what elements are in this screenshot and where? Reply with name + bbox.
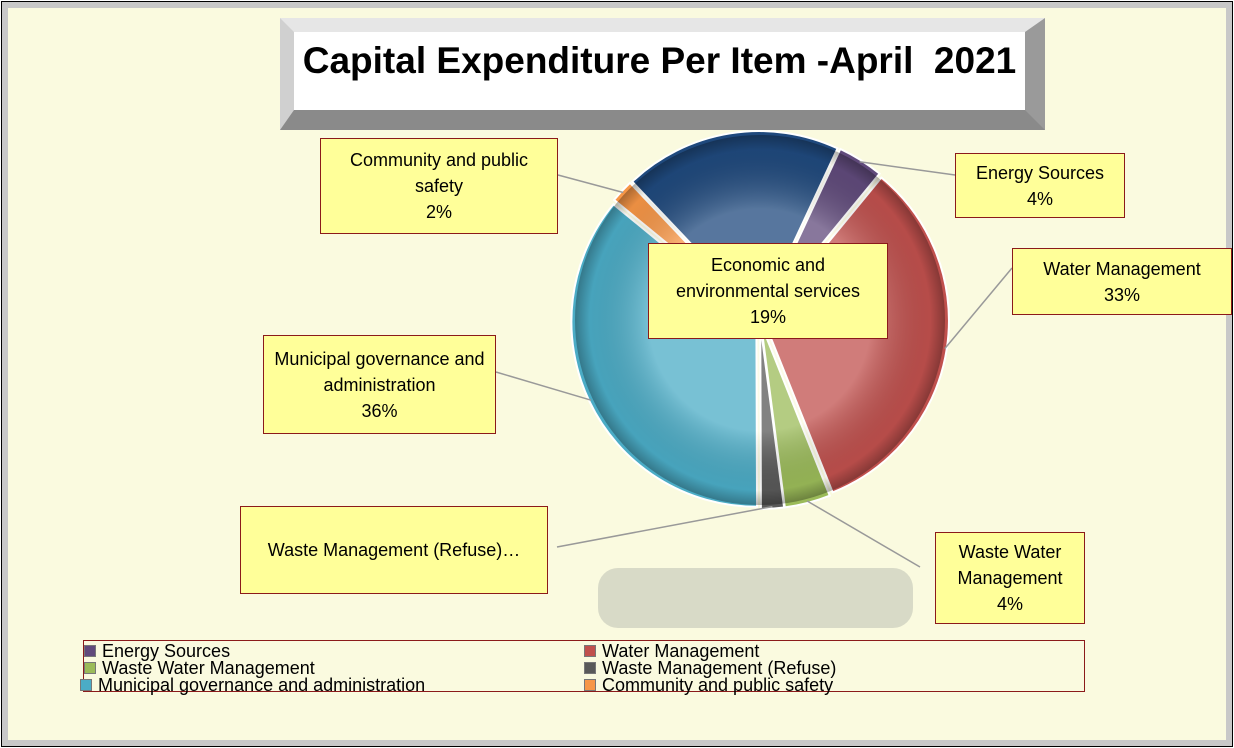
legend-swatch [80,679,92,691]
legend-text: Municipal governance and administration [98,675,426,695]
data-label: Economic and environmental services 19% [648,243,888,339]
label-value: 4% [1026,188,1053,209]
data-label: Water Management 33% [1012,248,1232,315]
legend-text: Community and public safety [602,675,834,695]
label-name: Waste Water Management [957,542,1063,588]
leader-lines [495,161,1013,568]
leader-line [556,505,773,548]
legend-text: Water Management [602,641,760,661]
legend-text: Waste Water Management [102,658,315,678]
leader-line [495,371,592,401]
label-name: Community and public safety [349,150,529,196]
label-name: Energy Sources [975,162,1105,183]
leader-line [859,161,956,176]
shadow [598,568,913,628]
label-name: Economic and environmental services [675,255,861,301]
label-name: Waste Management (Refuse)… [267,540,521,560]
legend-entry: Waste Management (Refuse) [584,659,836,677]
leader-line [806,500,921,568]
label-value: 2% [425,202,452,222]
legend-swatch [584,645,596,657]
label-value: 36% [361,400,398,421]
legend: Energy Sources Water Management Waste Wate… [80,640,1085,694]
legend-swatch [584,679,596,691]
leader-line [944,267,1013,350]
label-value: 19% [749,307,787,327]
legend-text: Energy Sources [102,641,231,661]
legend-text: Waste Management (Refuse) [602,658,837,678]
label-value: 4% [996,594,1023,614]
data-label: Waste Management (Refuse)… [240,506,548,594]
data-label: Energy Sources 4% [955,153,1125,218]
legend-swatch [84,645,96,657]
label-name: Water Management [1043,258,1201,279]
chart-title: Capital Expenditure Per Item -April 2021 [280,18,1045,130]
label-value: 33% [1103,284,1141,305]
legend-entry: Municipal governance and administration [80,676,425,694]
legend-entry: Community and public safety [584,676,833,694]
legend-swatch [84,662,96,674]
legend-entry: Waste Water Management [84,659,315,677]
legend-entry: Energy Sources [84,642,230,660]
data-label: Community and public safety 2% [320,138,558,234]
leader-line [557,174,624,194]
legend-swatch [584,662,596,674]
legend-entry: Water Management [584,642,759,660]
data-label: Municipal governance and administration 3… [263,335,496,434]
label-name: Municipal governance and administration [274,348,485,395]
data-label: Waste Water Management 4% [935,532,1085,624]
